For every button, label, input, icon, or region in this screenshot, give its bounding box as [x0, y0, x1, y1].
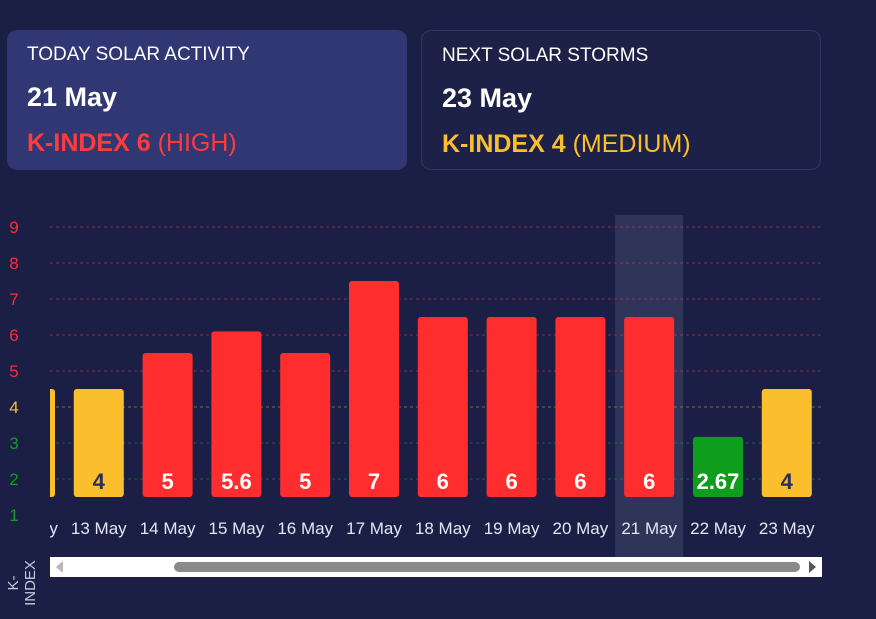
bar-value-label: 6 [505, 469, 517, 494]
bar-value-label: 2.67 [697, 469, 740, 494]
y-tick-label: 7 [9, 290, 18, 309]
y-tick-label: 4 [9, 398, 18, 417]
y-tick-label: 1 [9, 506, 18, 525]
bar-value-label: 7 [368, 469, 380, 494]
bar-21-may[interactable] [624, 317, 675, 497]
next-k-index-line: K-INDEX 4 (MEDIUM) [442, 130, 800, 159]
y-tick-label: 8 [9, 254, 18, 273]
y-tick-label: 9 [9, 218, 18, 237]
bar-value-label: 5 [161, 469, 173, 494]
next-k-index-value: K-INDEX 4 [442, 130, 566, 158]
bar-value-label: 6 [437, 469, 449, 494]
x-tick-label: 13 May [71, 519, 127, 538]
y-tick-label: 6 [9, 326, 18, 345]
bar-16-may[interactable] [280, 353, 331, 497]
bar-22-may[interactable] [693, 436, 743, 497]
today-card-heading: TODAY SOLAR ACTIVITY [27, 44, 250, 65]
today-k-index-line: K-INDEX 6 (HIGH) [27, 129, 387, 158]
x-tick-label: 14 May [140, 519, 196, 538]
x-tick-label: 18 May [415, 519, 471, 538]
today-k-index-level: (HIGH) [157, 129, 237, 157]
today-activity-card: TODAY SOLAR ACTIVITY 21 May K-INDEX 6 (H… [7, 30, 407, 170]
x-tick-label: 23 May [759, 519, 815, 538]
bar-value-label: 4 [781, 469, 794, 494]
today-card-date: 21 May [27, 82, 118, 112]
y-tick-label: 2 [9, 470, 18, 489]
bar-value-label: 6 [574, 469, 586, 494]
y-tick-label: 5 [9, 362, 18, 381]
next-card-date: 23 May [442, 83, 533, 113]
next-storms-card: NEXT SOLAR STORMS 23 May K-INDEX 4 (MEDI… [421, 30, 821, 170]
bar-13-may[interactable] [73, 389, 124, 497]
x-tick-label: 20 May [553, 519, 609, 538]
x-tick-label: 15 May [209, 519, 265, 538]
bar-value-label: 5.6 [221, 469, 252, 494]
bar-value-label: 4 [24, 469, 37, 494]
y-tick-label: 3 [9, 434, 18, 453]
bar-17-may[interactable] [349, 281, 399, 497]
today-k-index-value: K-INDEX 6 [27, 129, 151, 157]
scroll-right-arrow-icon[interactable] [809, 561, 816, 573]
bar-12-may[interactable] [5, 389, 55, 497]
bar-23-may[interactable] [761, 389, 812, 497]
x-tick-label: 17 May [346, 519, 402, 538]
x-tick-label: 16 May [277, 519, 333, 538]
bar-value-label: 4 [93, 469, 106, 494]
bar-15-may[interactable] [211, 331, 262, 497]
x-tick-label: 12 May [2, 519, 58, 538]
bar-value-label: 5 [299, 469, 311, 494]
bar-value-label: 6 [643, 469, 655, 494]
y-axis-label: K-INDEX [5, 560, 39, 606]
scroll-left-arrow-icon[interactable] [56, 561, 63, 573]
k-index-chart: 1 2 3 4 5 6 7 8 9 4 12 May 4 13 May 5 14 May 5.6 15 May 5… [0, 200, 876, 614]
x-tick-label: 21 May [621, 519, 677, 538]
bar-14-may[interactable] [142, 353, 193, 497]
bar-18-may[interactable] [417, 317, 468, 497]
scrollbar-thumb[interactable] [174, 562, 800, 572]
next-k-index-level: (MEDIUM) [572, 130, 691, 158]
x-tick-label: 19 May [484, 519, 540, 538]
bar-19-may[interactable] [486, 317, 537, 497]
next-card-heading: NEXT SOLAR STORMS [442, 45, 649, 66]
bar-20-may[interactable] [555, 317, 606, 497]
x-tick-label: 22 May [690, 519, 746, 538]
